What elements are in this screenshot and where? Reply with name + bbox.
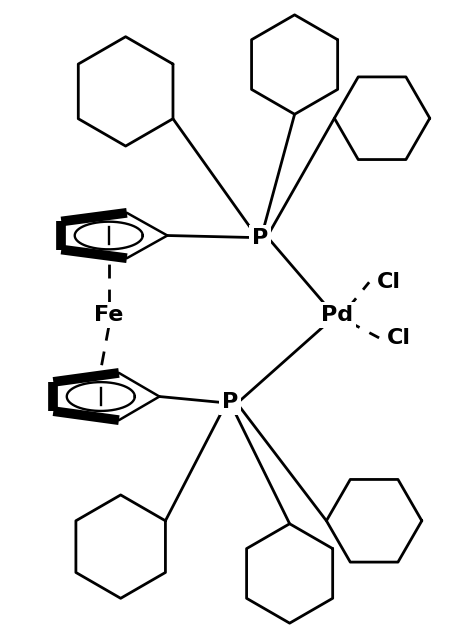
Text: P: P xyxy=(222,392,238,413)
Text: Fe: Fe xyxy=(94,305,123,325)
Text: Cl: Cl xyxy=(387,328,411,348)
Text: Cl: Cl xyxy=(377,272,401,292)
Text: Pd: Pd xyxy=(321,305,353,325)
Text: P: P xyxy=(252,227,268,248)
